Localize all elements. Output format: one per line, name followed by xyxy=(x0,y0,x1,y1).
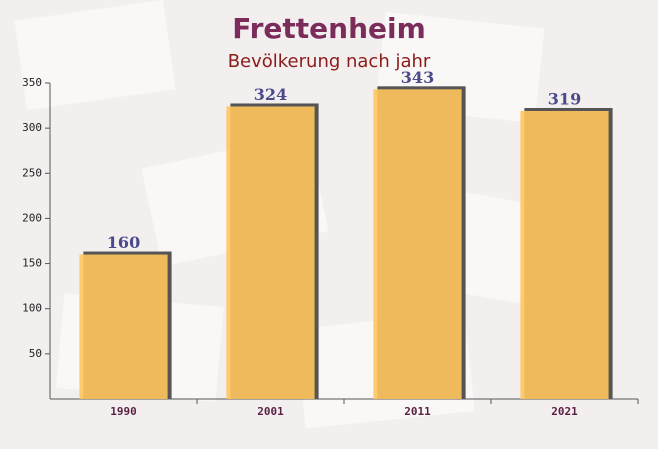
y-tick-label: 100 xyxy=(22,302,42,315)
y-tick-label: 150 xyxy=(22,257,42,270)
x-tick-label: 2021 xyxy=(551,405,578,418)
value-label: 343 xyxy=(401,68,434,87)
chart-title: Frettenheim xyxy=(232,12,426,45)
chart-subtitle: Bevölkerung nach jahr xyxy=(228,51,431,72)
value-label: 319 xyxy=(548,89,581,108)
y-tick-label: 250 xyxy=(22,166,42,179)
y-tick-label: 300 xyxy=(22,121,42,134)
bar xyxy=(226,106,315,399)
value-label: 324 xyxy=(254,85,287,104)
y-tick-label: 350 xyxy=(22,76,42,89)
bar xyxy=(79,254,168,399)
x-tick-label: 1990 xyxy=(110,405,137,418)
x-tick-label: 2011 xyxy=(404,405,431,418)
y-tick-label: 50 xyxy=(29,347,42,360)
y-tick-label: 200 xyxy=(22,211,42,224)
bar xyxy=(373,89,462,399)
value-label: 160 xyxy=(107,233,140,252)
x-tick-label: 2001 xyxy=(257,405,284,418)
bar xyxy=(520,110,609,399)
